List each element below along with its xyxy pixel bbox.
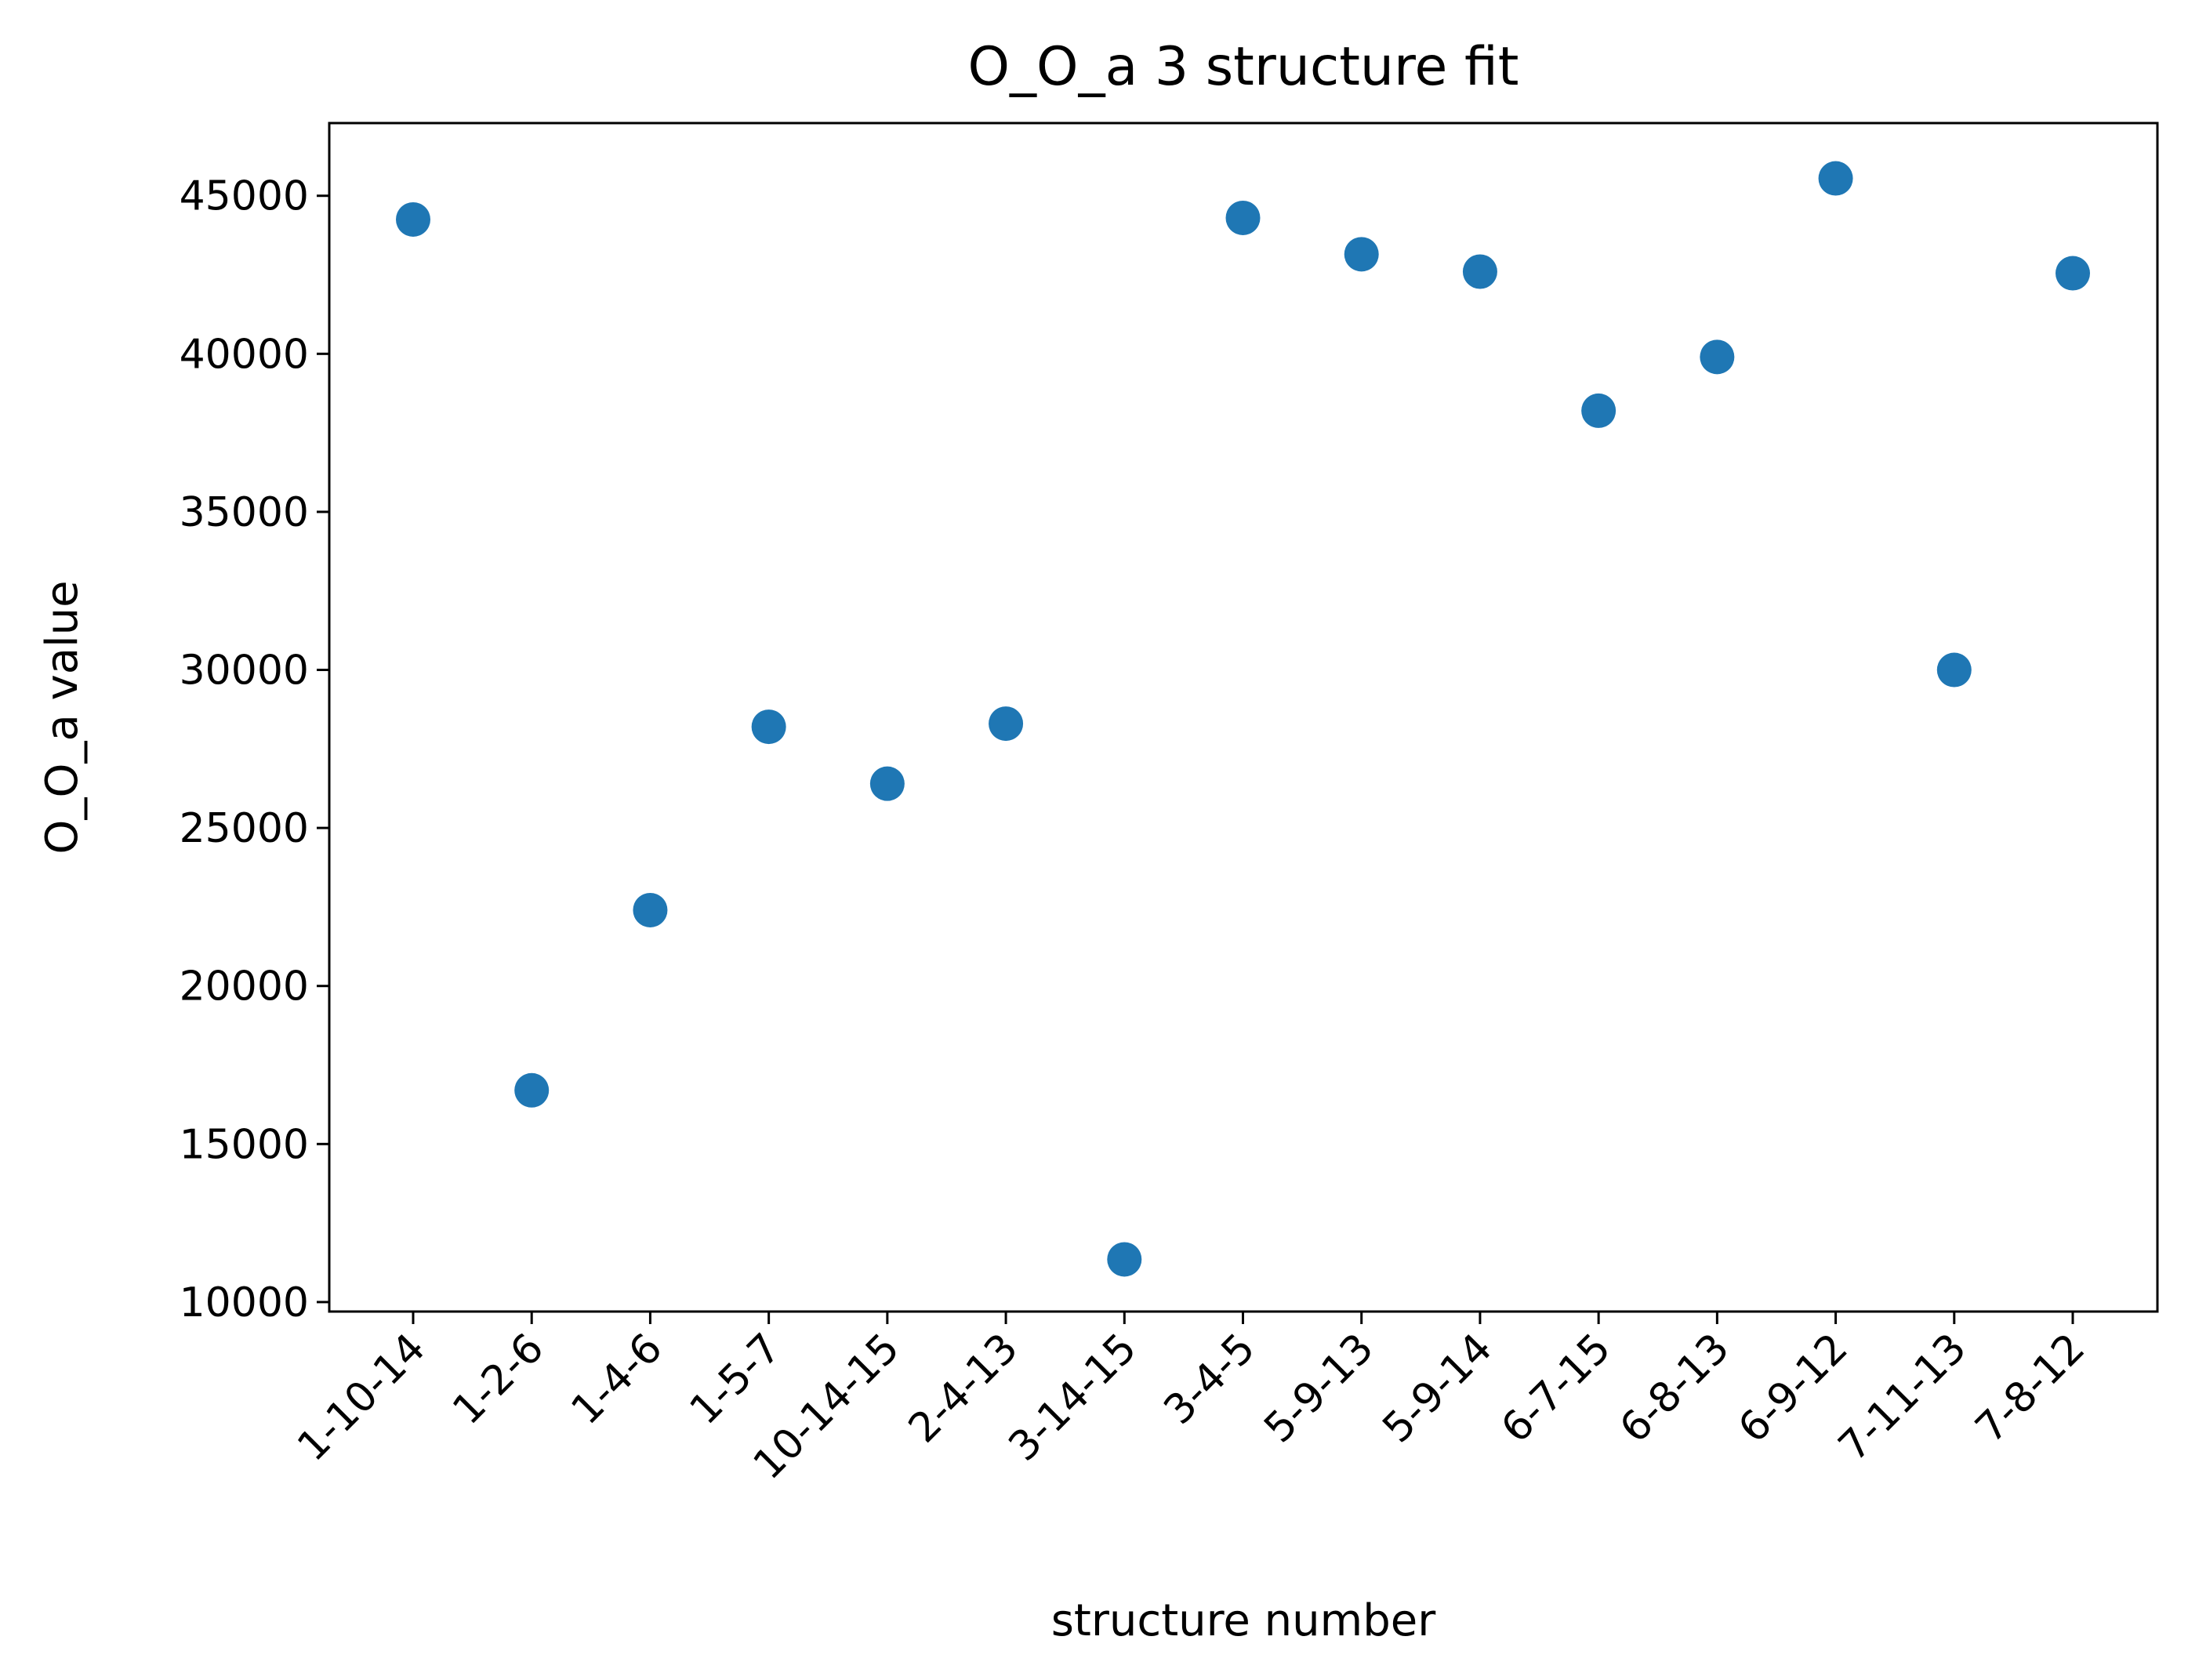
data-point [633,892,668,927]
data-point [1462,254,1497,289]
data-point [1818,161,1853,196]
data-point [1107,1242,1142,1277]
data-point [869,766,905,801]
y-tick-label: 30000 [180,648,309,695]
y-tick-label: 25000 [180,805,309,852]
data-point [1225,200,1261,235]
x-axis-label: structure number [1051,1595,1436,1646]
data-point [1936,652,1972,688]
data-point [514,1072,550,1108]
chart-title: O_O_a 3 structure fit [968,36,1519,98]
data-point [1344,237,1379,272]
y-tick-label: 20000 [180,963,309,1011]
data-point [989,706,1024,742]
data-point [1700,339,1735,375]
data-point [2056,256,2090,291]
y-tick-label: 45000 [180,173,309,220]
plot-frame [328,122,2159,1313]
y-tick-label: 10000 [180,1279,309,1326]
y-tick-label: 15000 [180,1121,309,1168]
data-point [1581,393,1617,428]
y-axis-label: O_O_a value [37,580,88,854]
y-tick-label: 40000 [180,331,309,378]
data-point [751,709,786,745]
data-point [396,201,430,237]
y-axis: 10000 15000 20000 25000 30000 35000 40000 45000 [180,173,329,1326]
data-points [396,161,2090,1277]
y-tick-label: 35000 [180,489,309,536]
